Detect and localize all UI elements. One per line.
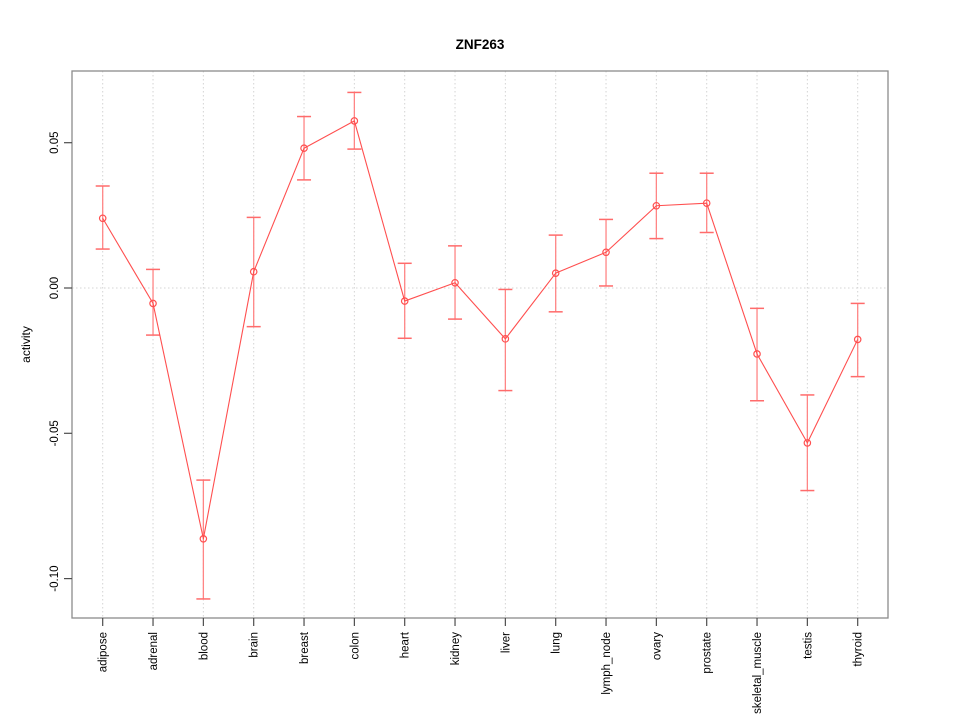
data-point xyxy=(451,278,459,287)
data-point xyxy=(501,335,510,343)
x-tick-label: lymph_node xyxy=(601,632,613,695)
series-line xyxy=(102,120,859,540)
x-tick-label: breast xyxy=(299,631,311,664)
data-point xyxy=(400,297,409,305)
data-point xyxy=(652,201,661,210)
y-tick-label: 0.00 xyxy=(49,277,61,299)
data-point xyxy=(350,117,359,125)
data-point xyxy=(149,299,157,308)
x-tick-label: testis xyxy=(802,632,814,659)
x-tick-label: liver xyxy=(500,632,512,653)
data-point xyxy=(300,144,308,153)
chart-title: ZNF263 xyxy=(456,37,505,52)
data-point xyxy=(551,269,560,277)
data-point xyxy=(98,214,107,223)
x-tick-label: skeletal_muscle xyxy=(752,632,764,714)
y-tick-label: -0.10 xyxy=(49,565,61,591)
x-tick-label: blood xyxy=(198,632,210,660)
data-point xyxy=(602,248,610,257)
data-point xyxy=(702,199,711,207)
plot-border xyxy=(71,70,889,619)
x-tick-label: adipose xyxy=(98,632,110,672)
x-tick-label: kidney xyxy=(450,632,462,665)
data-point xyxy=(249,267,258,276)
x-tick-label: adrenal xyxy=(148,632,160,670)
y-tick-label: 0.05 xyxy=(49,132,61,154)
data-point xyxy=(199,534,208,543)
data-point xyxy=(753,350,761,358)
x-tick-label: brain xyxy=(249,632,261,658)
x-tick-label: ovary xyxy=(651,632,663,660)
y-axis-label: activity xyxy=(19,326,33,363)
x-tick-label: lung xyxy=(551,632,563,654)
x-tick-label: colon xyxy=(349,632,361,660)
x-tick-label: heart xyxy=(400,631,412,658)
data-point xyxy=(803,439,812,447)
x-tick-label: thyroid xyxy=(853,632,865,667)
data-point xyxy=(853,335,862,344)
x-tick-label: prostate xyxy=(702,632,714,674)
y-tick-label: -0.05 xyxy=(49,420,61,446)
